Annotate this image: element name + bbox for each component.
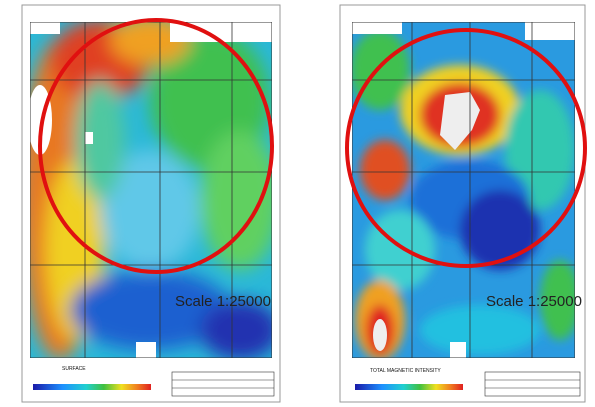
scale-label: Scale 1:25000 — [175, 293, 271, 310]
scale-label: Scale 1:25000 — [486, 293, 582, 310]
map-title: TOTAL MAGNETIC INTENSITY — [370, 368, 441, 374]
map-title: SURFACE — [62, 366, 86, 372]
color-bar — [355, 384, 463, 390]
color-bar — [33, 384, 151, 390]
title-block — [485, 372, 580, 396]
screenshot: Scale 1:25000 SURFACE — [0, 0, 595, 407]
title-block — [172, 372, 274, 396]
left-map-panel: Scale 1:25000 SURFACE — [20, 5, 280, 402]
